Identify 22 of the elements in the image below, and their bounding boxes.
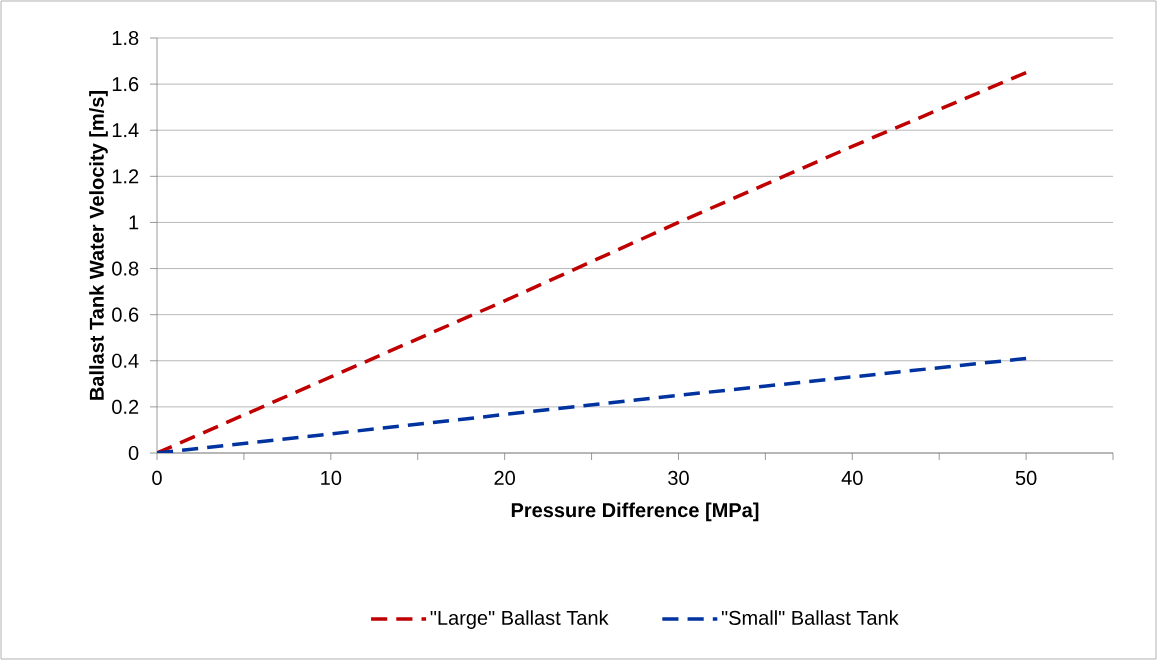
legend-label: "Large" Ballast Tank (430, 610, 609, 629)
line-series (157, 70, 1028, 453)
y-tick-label: 1.8 (112, 30, 139, 46)
x-tick-label: 40 (841, 470, 863, 486)
y-tick-label: 1 (129, 215, 139, 230)
x-tick-label: 30 (668, 470, 689, 486)
y-axis-title: Ballast Tank Water Velocity [m/s] (89, 91, 108, 400)
y-tick-label: 0.2 (112, 399, 139, 414)
x-tick-label: 0 (152, 470, 162, 486)
y-tick-label: 1.2 (112, 169, 139, 184)
x-axis-title: Pressure Difference [MPa] (511, 502, 759, 522)
y-tick-label: 1.6 (112, 77, 139, 92)
x-tick-label: 10 (321, 470, 342, 486)
y-tick-label: 1.4 (112, 123, 139, 138)
line-series (157, 356, 1028, 453)
y-tick-label: 0.8 (112, 261, 139, 276)
x-tick-label: 50 (1015, 470, 1037, 486)
y-tick-label: 0.4 (112, 353, 139, 368)
y-tick-label: 0.6 (112, 307, 139, 322)
y-tick-label: 0 (128, 445, 139, 461)
legend-label: "Small" Ballast Tank (721, 610, 899, 625)
x-tick-label: 20 (494, 470, 515, 486)
